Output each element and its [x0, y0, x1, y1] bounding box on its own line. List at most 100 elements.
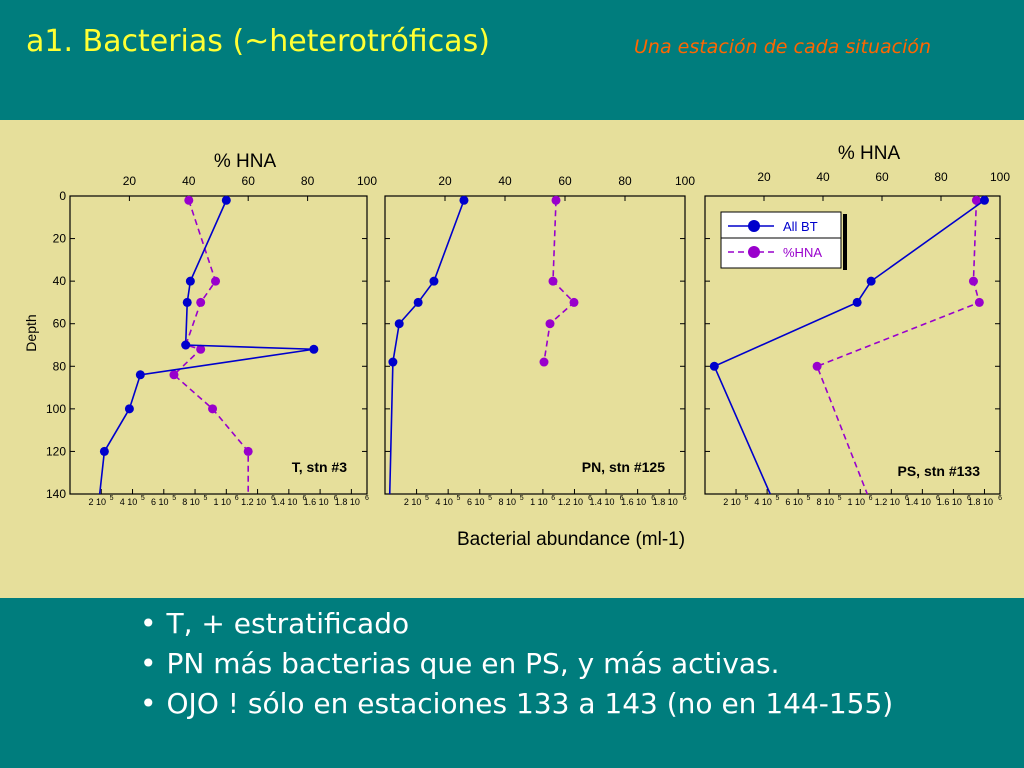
bottom-tick-label: 1.4 10 — [906, 497, 931, 507]
hna-point — [812, 361, 822, 371]
top-tick-label: 40 — [182, 174, 196, 188]
bottom-tick-label: 4 10 — [120, 497, 138, 507]
bt-point — [309, 344, 319, 354]
bt-point — [979, 195, 989, 205]
hna-point — [974, 297, 984, 307]
bottom-tick-exponent: 5 — [807, 495, 811, 502]
bullet-item: PN más bacterias que en PS, y más activa… — [140, 644, 893, 684]
bottom-tick-label: 1.8 10 — [653, 497, 678, 507]
bottom-tick-label: 2 10 — [88, 497, 106, 507]
bt-point — [388, 357, 398, 367]
legend-marker-bt — [748, 220, 760, 232]
bottom-tick-label: 8 10 — [499, 497, 517, 507]
bottom-tick-label: 1.6 10 — [621, 497, 646, 507]
top-tick-label: 100 — [357, 174, 377, 188]
bottom-tick-label: 6 10 — [785, 497, 803, 507]
top-axis-label: % HNA — [214, 151, 277, 172]
bottom-tick-exponent: 6 — [302, 495, 306, 502]
bottom-tick-exponent: 6 — [683, 495, 687, 502]
top-tick-label: 80 — [618, 174, 632, 188]
hna-point — [211, 276, 221, 286]
bt-point — [124, 404, 134, 414]
bottom-tick-exponent: 6 — [334, 495, 338, 502]
bottom-tick-exponent: 6 — [936, 495, 940, 502]
hna-point — [539, 357, 549, 367]
top-tick-label: 60 — [558, 174, 572, 188]
hna-point — [196, 344, 206, 354]
bottom-tick-exponent: 5 — [172, 495, 176, 502]
bottom-tick-label: 1.6 10 — [937, 497, 962, 507]
bt-point — [429, 276, 439, 286]
hna-point — [968, 276, 978, 286]
legend-shadow — [843, 240, 847, 270]
top-tick-label: 40 — [816, 170, 830, 184]
slide-subtitle: Una estación de cada situación — [634, 36, 932, 58]
bt-point — [709, 361, 719, 371]
bottom-tick-exponent: 5 — [776, 495, 780, 502]
top-tick-label: 60 — [875, 170, 889, 184]
y-tick-label: 80 — [53, 359, 67, 373]
bullet-item: OJO ! sólo en estaciones 133 a 143 (no e… — [140, 684, 894, 724]
bottom-tick-exponent: 5 — [488, 495, 492, 502]
bottom-tick-label: 1.2 10 — [875, 497, 900, 507]
bottom-tick-label: 1.8 10 — [968, 497, 993, 507]
bottom-tick-exponent: 6 — [271, 495, 275, 502]
bottom-tick-exponent: 5 — [110, 495, 114, 502]
bottom-tick-label: 1.4 10 — [272, 497, 297, 507]
hna-point — [196, 297, 206, 307]
y-axis-label: Depth — [23, 314, 39, 351]
y-tick-label: 140 — [46, 487, 66, 501]
legend-label-bt: All BT — [783, 219, 818, 234]
y-tick-label: 120 — [46, 444, 66, 458]
bottom-tick-exponent: 6 — [588, 495, 592, 502]
bottom-tick-exponent: 6 — [869, 495, 873, 502]
top-tick-label: 20 — [123, 174, 137, 188]
bottom-tick-exponent: 5 — [744, 495, 748, 502]
bottom-tick-exponent: 6 — [365, 495, 369, 502]
bt-point — [185, 276, 195, 286]
legend-box-bt — [720, 211, 842, 243]
legend-shadow — [843, 214, 847, 244]
bottom-tick-exponent: 6 — [651, 495, 655, 502]
bottom-tick-exponent: 5 — [425, 495, 429, 502]
x-axis-label: Bacterial abundance (ml-1) — [457, 529, 685, 550]
y-tick-label: 100 — [46, 402, 66, 416]
station-label: PN, stn #125 — [582, 459, 665, 475]
hna-point — [548, 276, 558, 286]
panel-frame — [704, 195, 1001, 495]
bt-point — [459, 195, 469, 205]
bt-point — [852, 297, 862, 307]
top-axis-label: % HNA — [838, 143, 901, 164]
bottom-tick-exponent: 5 — [141, 495, 145, 502]
bt-point — [866, 276, 876, 286]
bottom-tick-label: 4 10 — [435, 497, 453, 507]
bottom-tick-label: 1 10 — [530, 497, 548, 507]
legend-marker-hna — [748, 246, 760, 258]
bottom-tick-label: 6 10 — [467, 497, 485, 507]
top-tick-label: 40 — [498, 174, 512, 188]
hna-point — [971, 195, 981, 205]
y-tick-label: 60 — [53, 317, 67, 331]
bottom-tick-label: 1.8 10 — [335, 497, 360, 507]
hna-point — [208, 404, 218, 414]
bt-point — [99, 446, 109, 456]
bottom-tick-label: 2 10 — [723, 497, 741, 507]
bottom-tick-label: 1.2 10 — [558, 497, 583, 507]
station-label: T, stn #3 — [292, 459, 347, 475]
top-tick-label: 20 — [438, 174, 452, 188]
top-tick-label: 20 — [757, 170, 771, 184]
panel-frame — [69, 195, 368, 495]
bottom-tick-label: 1 10 — [214, 497, 232, 507]
bottom-tick-exponent: 6 — [998, 495, 1002, 502]
bt-point — [394, 319, 404, 329]
bottom-tick-label: 1.2 10 — [241, 497, 266, 507]
top-tick-label: 100 — [990, 170, 1010, 184]
hna-point — [545, 319, 555, 329]
bottom-tick-exponent: 5 — [520, 495, 524, 502]
top-tick-label: 80 — [934, 170, 948, 184]
bt-point — [221, 195, 231, 205]
bt-series-line — [98, 199, 314, 495]
top-tick-label: 60 — [242, 174, 256, 188]
bottom-tick-label: 8 10 — [182, 497, 200, 507]
